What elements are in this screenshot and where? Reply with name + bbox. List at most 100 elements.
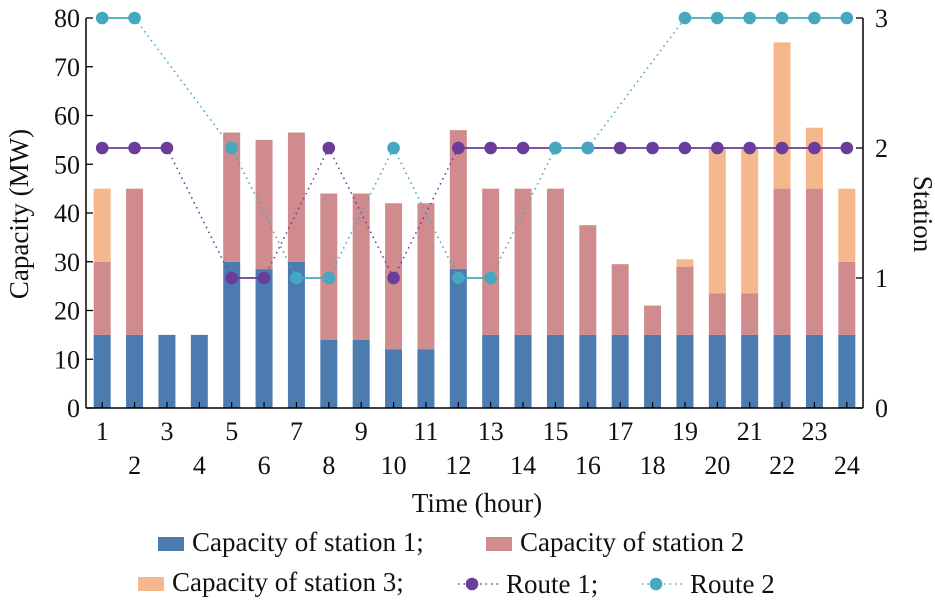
bar-s1-h8 <box>320 339 338 408</box>
route2-point-h21 <box>743 11 756 25</box>
bar-s2-h15 <box>546 188 564 335</box>
x-axis-title: Time (hour) <box>412 488 542 518</box>
x-tick-label-16: 16 <box>575 451 601 480</box>
x-tick-label-3: 3 <box>160 417 173 446</box>
bar-s2-h14 <box>514 188 532 335</box>
y-tick-label-50: 50 <box>54 150 80 179</box>
bar-s1-h3 <box>158 334 176 408</box>
bar-s3-h20 <box>708 147 726 294</box>
y-axis-title: Capacity (MW) <box>4 129 34 299</box>
bar-s2-h23 <box>805 188 823 335</box>
y-tick-label-40: 40 <box>54 199 80 228</box>
route2-point-h16 <box>581 141 595 155</box>
y-tick-label-60: 60 <box>54 102 80 131</box>
bar-s3-h24 <box>838 188 856 262</box>
legend-swatch-1 <box>158 537 184 551</box>
legend-label-5: Route 2 <box>690 569 775 599</box>
bar-s1-h18 <box>644 334 662 408</box>
bar-s1-h20 <box>708 334 726 408</box>
y2-tick-label-3: 3 <box>875 4 888 33</box>
bar-s1-h21 <box>741 334 759 408</box>
route2-point-h19 <box>678 11 692 25</box>
route2-point-h12 <box>452 271 465 285</box>
route1-point-h14 <box>516 141 530 155</box>
x-tick-label-15: 15 <box>542 417 568 446</box>
y2-tick-label-1: 1 <box>875 264 888 293</box>
x-tick-label-6: 6 <box>258 451 271 480</box>
route2-segment-6 <box>392 147 460 279</box>
bar-s1-h15 <box>546 334 564 408</box>
x-tick-label-14: 14 <box>510 451 536 480</box>
bar-s2-h9 <box>352 193 370 340</box>
x-tick-label-4: 4 <box>193 451 206 480</box>
route1-point-h13 <box>484 141 497 155</box>
route2-point-h5 <box>225 141 238 155</box>
bar-s2-h12 <box>449 130 467 270</box>
bar-s2-h13 <box>482 188 500 335</box>
route2-point-h15 <box>549 141 562 155</box>
route1-point-h5 <box>225 271 238 285</box>
bar-s1-h24 <box>838 334 856 408</box>
x-tick-label-11: 11 <box>413 417 438 446</box>
route2-point-h13 <box>484 271 497 285</box>
bar-s2-h11 <box>417 203 435 350</box>
bar-s1-h14 <box>514 334 532 408</box>
legend-label-4: Route 1; <box>506 569 598 599</box>
bar-s2-h20 <box>708 293 726 335</box>
x-tick-label-1: 1 <box>96 417 109 446</box>
bar-s1-h22 <box>773 334 791 408</box>
route2-segment-3 <box>230 147 298 279</box>
bar-s2-h24 <box>838 261 856 335</box>
route2-point-h23 <box>808 11 821 25</box>
x-tick-label-23: 23 <box>801 417 827 446</box>
bar-s1-h4 <box>190 334 208 408</box>
bar-s2-h17 <box>611 264 629 335</box>
bar-s1-h16 <box>579 334 597 408</box>
bar-s1-h2 <box>126 334 144 408</box>
bar-s3-h21 <box>741 147 759 294</box>
x-tick-label-20: 20 <box>704 451 730 480</box>
bar-s1-h13 <box>482 334 500 408</box>
route1-point-h22 <box>775 141 789 155</box>
route1-point-h19 <box>678 141 692 155</box>
bar-s2-h8 <box>320 193 338 340</box>
route2-point-h22 <box>775 11 789 25</box>
bar-s1-h19 <box>676 334 694 408</box>
legend-swatch-2 <box>486 537 512 551</box>
x-tick-label-12: 12 <box>445 451 471 480</box>
bar-s1-h5 <box>223 261 241 408</box>
bar-s1-h10 <box>385 349 403 408</box>
x-tick-label-18: 18 <box>640 451 666 480</box>
route2-point-h20 <box>711 11 724 25</box>
y-tick-label-80: 80 <box>54 4 80 33</box>
route1-point-h23 <box>808 141 821 155</box>
y-tick-label-0: 0 <box>67 394 80 423</box>
bar-s2-h6 <box>255 139 273 270</box>
y-tick-label-20: 20 <box>54 297 80 326</box>
bar-s2-h5 <box>223 132 241 262</box>
y2-axis-title: Station <box>908 176 935 253</box>
bar-s3-h22 <box>773 42 791 189</box>
route2-point-h8 <box>322 271 336 285</box>
legend: Capacity of station 1; Capacity of statio… <box>138 527 775 599</box>
route1-segment-5 <box>263 147 330 279</box>
route1-point-h17 <box>613 141 627 155</box>
axes: 0102030405060708001231234567891011121314… <box>54 4 888 480</box>
x-tick-label-19: 19 <box>672 417 698 446</box>
y2-tick-label-2: 2 <box>875 134 888 163</box>
x-tick-label-9: 9 <box>355 417 368 446</box>
bar-s3-h1 <box>93 188 111 262</box>
bar-s1-h23 <box>805 334 823 408</box>
route2-point-h1 <box>95 11 109 25</box>
x-tick-label-5: 5 <box>225 417 238 446</box>
route1-point-h24 <box>840 141 854 155</box>
bar-s1-h1 <box>93 334 111 408</box>
route2-segment-10 <box>587 17 686 149</box>
route1-point-h18 <box>646 141 659 155</box>
legend-swatch-3 <box>138 577 164 591</box>
route1-point-h10 <box>387 271 400 285</box>
route1-point-h6 <box>257 271 271 285</box>
route2-segment-2 <box>133 17 233 149</box>
route2-segment-5 <box>328 147 395 279</box>
